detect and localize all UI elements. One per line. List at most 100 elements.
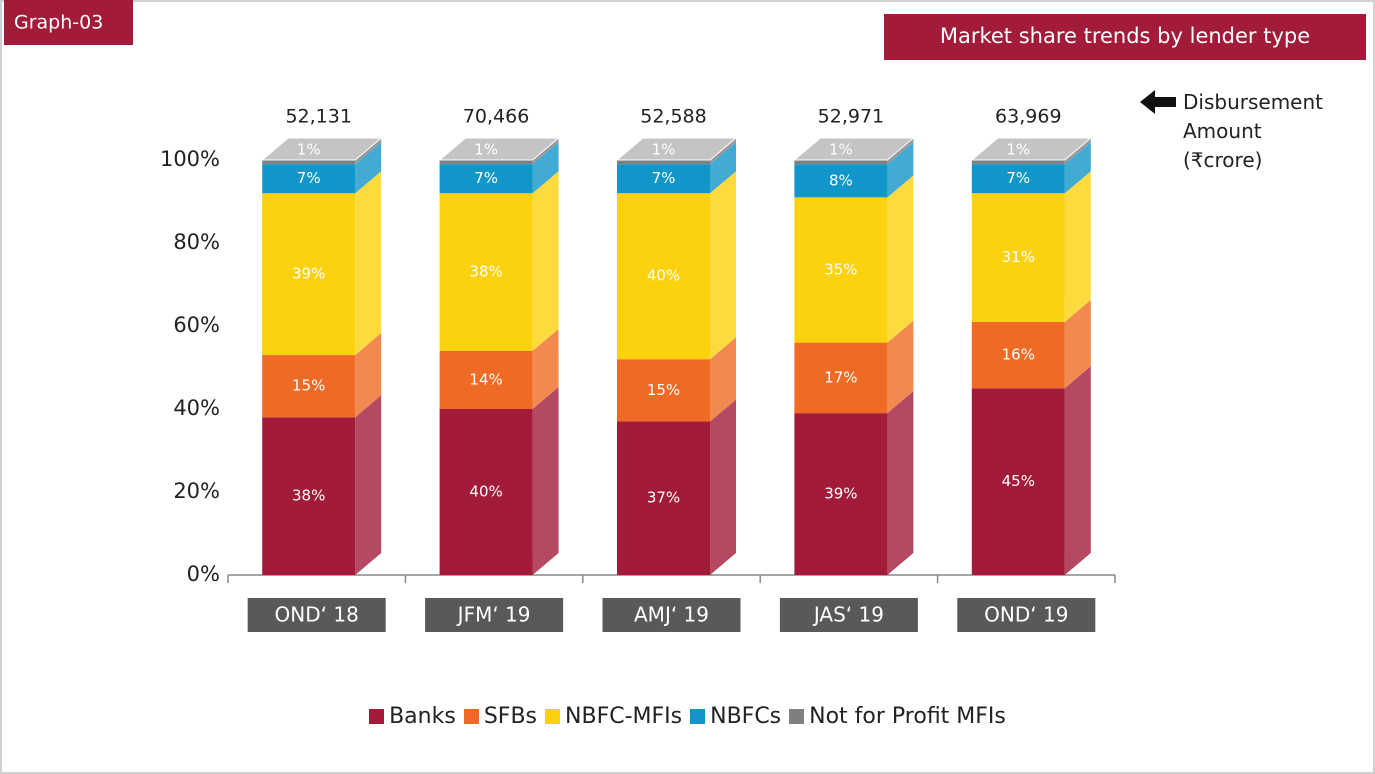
legend-label: Not for Profit MFIs bbox=[809, 704, 1006, 729]
legend-item: NBFC-MFIs bbox=[545, 704, 682, 729]
bar bbox=[794, 342, 888, 414]
bar-side bbox=[710, 142, 736, 194]
value-label: 7% bbox=[474, 169, 498, 187]
bar-top bbox=[438, 137, 560, 161]
bar-side bbox=[532, 138, 559, 165]
y-tick-label: 20% bbox=[173, 479, 220, 503]
value-label: 1% bbox=[474, 141, 498, 159]
chart-title: Market share trends by lender type bbox=[940, 24, 1310, 48]
arrow bbox=[1140, 90, 1176, 114]
legend: Banks SFBs NBFC-MFIs NBFCs Not for Profit MF… bbox=[0, 704, 1375, 729]
y-tick-label: 80% bbox=[173, 230, 220, 254]
bar bbox=[439, 193, 533, 351]
bar bbox=[262, 160, 356, 165]
value-label: 39% bbox=[292, 265, 325, 283]
bar bbox=[794, 160, 888, 165]
value-label: 7% bbox=[652, 169, 676, 187]
value-label: 39% bbox=[824, 485, 857, 503]
value-label: 1% bbox=[1006, 141, 1030, 159]
category-box bbox=[957, 598, 1096, 632]
total-label: 52,971 bbox=[818, 106, 884, 128]
legend-item: NBFCs bbox=[690, 704, 781, 729]
bar bbox=[971, 160, 1065, 165]
category-box bbox=[602, 598, 741, 632]
bar-side bbox=[532, 171, 559, 351]
value-label: 40% bbox=[647, 267, 680, 285]
badge-box bbox=[4, 0, 133, 45]
bar-side bbox=[887, 175, 914, 343]
bar-side bbox=[710, 399, 736, 575]
annotation: Disbursement Amount (₹crore) bbox=[1183, 90, 1323, 172]
total-label: 63,969 bbox=[995, 106, 1061, 128]
bar bbox=[617, 359, 710, 422]
x-tick-label: AMJ‘ 19 bbox=[634, 603, 709, 627]
bar bbox=[439, 160, 533, 165]
bar bbox=[617, 160, 710, 165]
bar bbox=[794, 164, 888, 198]
y-tick-label: 60% bbox=[173, 313, 220, 337]
total-label: 52,131 bbox=[285, 106, 351, 128]
bar bbox=[971, 193, 1065, 322]
bar-side bbox=[355, 333, 382, 418]
y-tick-label: 40% bbox=[173, 396, 220, 420]
value-label: 35% bbox=[824, 260, 857, 278]
bar bbox=[617, 193, 710, 360]
value-label: 15% bbox=[292, 377, 325, 395]
bar-top bbox=[970, 137, 1093, 161]
bar-side bbox=[355, 395, 382, 575]
value-label: 40% bbox=[469, 483, 502, 501]
bar bbox=[971, 388, 1065, 575]
bar bbox=[617, 421, 710, 575]
bar-side bbox=[355, 142, 382, 194]
bar-top bbox=[260, 137, 383, 161]
legend-label: NBFCs bbox=[710, 704, 782, 729]
value-label: 31% bbox=[1002, 248, 1035, 266]
bar-side bbox=[532, 142, 559, 194]
bar-side bbox=[710, 138, 736, 165]
value-label: 8% bbox=[829, 171, 853, 189]
value-label: 37% bbox=[647, 489, 680, 507]
value-label: 15% bbox=[647, 381, 680, 399]
bar-side bbox=[887, 320, 914, 414]
bar-side bbox=[532, 328, 559, 409]
bar-top bbox=[615, 137, 738, 161]
x-tick-label: OND‘ 19 bbox=[984, 603, 1068, 627]
category-box bbox=[425, 598, 564, 632]
bar-side bbox=[355, 171, 382, 356]
value-label: 38% bbox=[469, 263, 502, 281]
legend-label: NBFC-MFIs bbox=[565, 704, 683, 729]
badge: Graph-03 bbox=[14, 12, 103, 34]
legend-swatch bbox=[463, 709, 479, 724]
bar bbox=[439, 350, 533, 409]
bar-side bbox=[1064, 138, 1091, 165]
bar bbox=[262, 193, 356, 356]
bar bbox=[794, 413, 888, 575]
value-label: 1% bbox=[829, 141, 853, 159]
y-tick-label: 0% bbox=[187, 562, 220, 586]
legend-label: SFBs bbox=[483, 704, 538, 729]
y-tick-label: 100% bbox=[160, 147, 220, 171]
value-label: 7% bbox=[1006, 169, 1030, 187]
bar-side bbox=[710, 171, 736, 360]
bar-side bbox=[710, 337, 736, 422]
legend-swatch bbox=[369, 709, 385, 724]
bar-side bbox=[1064, 366, 1091, 575]
bar-side bbox=[1064, 171, 1091, 322]
bar bbox=[439, 164, 533, 194]
value-label: 16% bbox=[1002, 346, 1035, 364]
bar-side bbox=[532, 387, 559, 575]
total-label: 70,466 bbox=[463, 106, 529, 128]
legend-label: Banks bbox=[389, 704, 456, 729]
bar bbox=[262, 417, 356, 575]
bar-side bbox=[1064, 142, 1091, 194]
legend-swatch bbox=[690, 709, 706, 724]
bar bbox=[971, 321, 1065, 389]
legend-item: Banks bbox=[369, 704, 456, 729]
bar bbox=[262, 164, 356, 194]
legend-item: SFBs bbox=[463, 704, 538, 729]
legend-item: Not for Profit MFIs bbox=[789, 704, 1006, 729]
bar-side bbox=[1064, 299, 1091, 389]
